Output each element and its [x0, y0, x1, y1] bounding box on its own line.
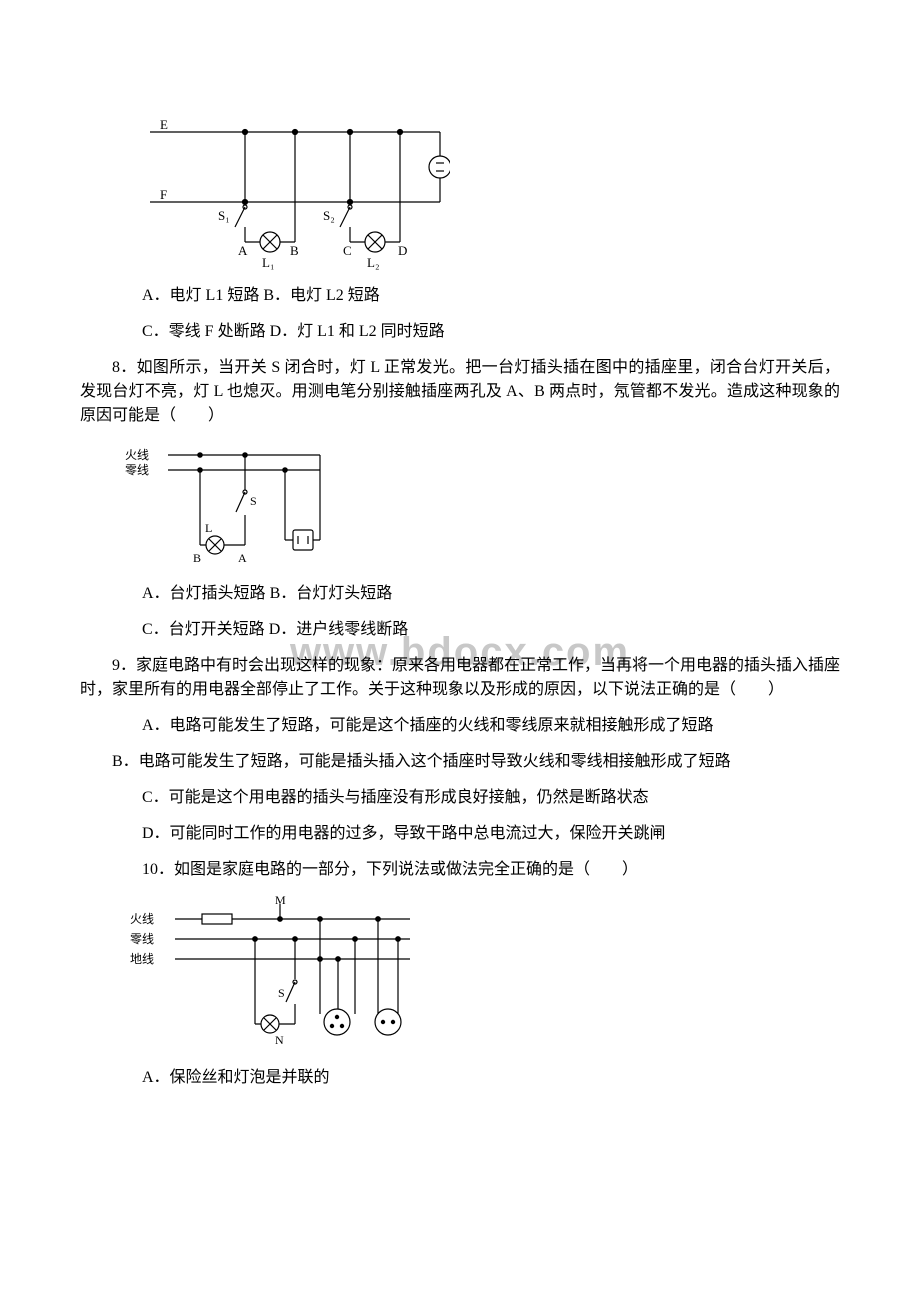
q9-stem: 9．家庭电路中有时会出现这样的现象：原来各用电器都在正常工作，当再将一个用电器的…: [80, 654, 840, 702]
label-M: M: [275, 894, 286, 907]
q10-circuit-diagram: 火线 零线 地线 M N S: [120, 894, 840, 1054]
label-C: C: [343, 243, 352, 258]
q8-opt-c: C．台灯开关短路: [142, 621, 265, 638]
q9-opt-b: B．电路可能发生了短路，可能是插头插入这个插座时导致火线和零线相接触形成了短路: [80, 750, 840, 774]
page-content: E F S₁ S₂ A B C D L₁ L₂ A．电灯 L1 短路 B．电灯 …: [80, 112, 840, 1090]
q7-opt-b: B．电灯 L2 短路: [263, 287, 379, 304]
label-F: F: [160, 187, 167, 202]
q8-opt-a: A．台灯插头短路: [142, 585, 266, 602]
q7-opt-c: C．零线 F 处断路: [142, 323, 266, 340]
q8-stem: 8．如图所示，当开关 S 闭合时，灯 L 正常发光。把一台灯插头插在图中的插座里…: [80, 356, 840, 428]
label-B: B: [290, 243, 299, 258]
q7-options-ab: A．电灯 L1 短路 B．电灯 L2 短路: [110, 284, 840, 308]
label-huo10: 火线: [130, 912, 154, 926]
label-di10: 地线: [130, 952, 154, 966]
q8-circuit-diagram: 火线 零线 S L A B: [120, 440, 840, 570]
label-B8: B: [193, 551, 201, 565]
q7-options-cd: C．零线 F 处断路 D．灯 L1 和 L2 同时短路: [110, 320, 840, 344]
q7-opt-a: A．电灯 L1 短路: [142, 287, 259, 304]
label-A8: A: [238, 551, 247, 565]
label-E: E: [160, 117, 168, 132]
q10-opt-a: A．保险丝和灯泡是并联的: [110, 1066, 840, 1090]
q8-opt-b: B．台灯灯头短路: [270, 585, 393, 602]
q9-opt-c: C．可能是这个用电器的插头与插座没有形成良好接触，仍然是断路状态: [110, 786, 840, 810]
label-S: S: [250, 494, 257, 508]
label-ling10: 零线: [130, 932, 154, 946]
label-huo: 火线: [125, 448, 149, 462]
q8-options-cd: C．台灯开关短路 D．进户线零线断路: [110, 618, 840, 642]
label-L: L: [205, 521, 212, 535]
label-S2: S₂: [323, 208, 335, 223]
label-S1: S₁: [218, 208, 230, 223]
q7-circuit-diagram: E F S₁ S₂ A B C D L₁ L₂: [140, 112, 840, 272]
label-L1: L₁: [262, 255, 274, 270]
q8-opt-d: D．进户线零线断路: [269, 621, 409, 638]
label-L2: L₂: [367, 255, 379, 270]
q7-opt-d: D．灯 L1 和 L2 同时短路: [270, 323, 445, 340]
label-N: N: [275, 1033, 284, 1047]
label-D: D: [398, 243, 407, 258]
q10-stem: 10．如图是家庭电路的一部分，下列说法或做法完全正确的是（ ）: [110, 858, 840, 882]
q9-opt-d: D．可能同时工作的用电器的过多，导致干路中总电流过大，保险开关跳闸: [110, 822, 840, 846]
label-ling: 零线: [125, 463, 149, 477]
q8-stem-text: 8．如图所示，当开关 S 闭合时，灯 L 正常发光。把一台灯插头插在图中的插座里…: [80, 359, 840, 424]
q9-opt-a: A．电路可能发生了短路，可能是这个插座的火线和零线原来就相接触形成了短路: [110, 714, 840, 738]
label-A: A: [238, 243, 248, 258]
q9-opt-b-text: B．电路可能发生了短路，可能是插头插入这个插座时导致火线和零线相接触形成了短路: [112, 753, 731, 770]
q8-options-ab: A．台灯插头短路 B．台灯灯头短路: [110, 582, 840, 606]
label-S10: S: [278, 986, 285, 1000]
